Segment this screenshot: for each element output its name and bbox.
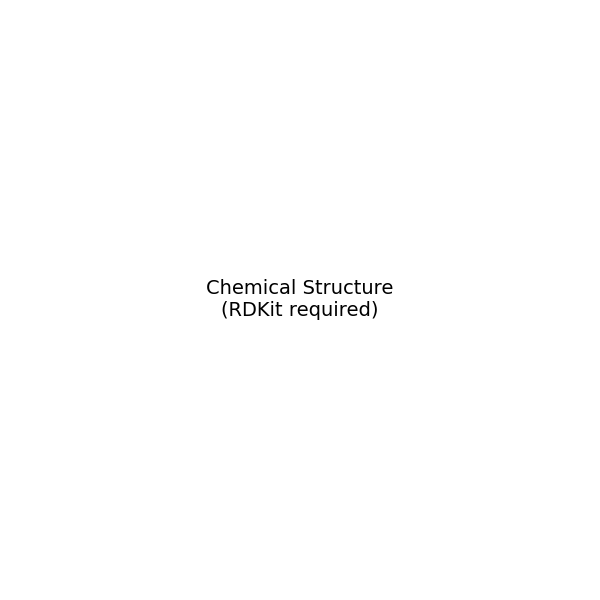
Text: Chemical Structure
(RDKit required): Chemical Structure (RDKit required) bbox=[206, 280, 394, 320]
